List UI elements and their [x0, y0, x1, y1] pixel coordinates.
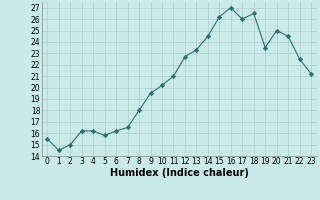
- X-axis label: Humidex (Indice chaleur): Humidex (Indice chaleur): [110, 168, 249, 178]
